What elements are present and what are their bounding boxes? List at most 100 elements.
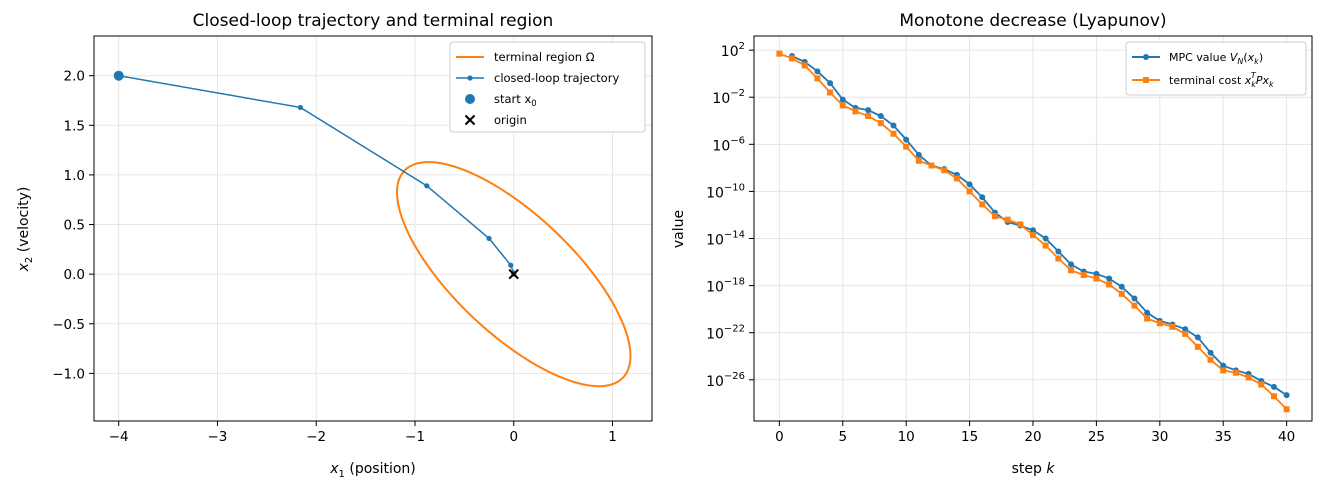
series-0-point [1030,227,1036,234]
series-1-point [1182,330,1189,337]
series-0-point [1144,309,1151,316]
series-1-point [1283,406,1290,413]
x-tick-label: 0 [775,429,784,445]
series-0-point [1068,261,1075,268]
x-tick-label: 0 [509,429,518,445]
axis-ticks: −4 −3 −2 −1 0 1 −1.0 −0.5 0.0 0.5 1.0 1.5 2.0 [52,69,617,445]
y-tick-label: 102 [721,41,745,60]
legend-marker-mpc [1143,54,1149,60]
origin-marker [508,268,519,280]
series-1-point [776,50,783,57]
origin-marker-stroke [508,268,519,280]
series-1-point [814,75,821,82]
series-0-point [1220,362,1227,369]
chart-title: Closed-loop trajectory and terminal regi… [193,11,554,31]
y-tick-label: 10−22 [706,324,745,343]
legend-label-terminal: terminal cost xkTPxk [1169,71,1274,89]
y-tick-label: 0.5 [64,218,85,234]
x-axis-label: x1 (position) [329,461,416,480]
y-tick-label: 2.0 [64,69,85,85]
series-1-point [991,213,998,220]
trajectory-point [424,183,430,189]
series-1-point [1169,323,1176,330]
y-tick-label: 0.0 [64,267,85,283]
series-1-point [827,89,834,96]
series-1-point [1055,255,1062,262]
series-0-point [1093,270,1100,277]
series-1-point [865,113,872,120]
series-1-point [890,130,897,137]
series-0-point [979,194,986,201]
x-tick-label: −4 [109,429,129,445]
legend-label-start: start x0 [494,92,537,109]
plot-frame [753,35,1313,422]
series-0-point [966,181,973,188]
series-1-point [1118,290,1125,297]
series-1-point [839,102,846,109]
series-1-point [1042,242,1049,249]
x-tick-label: 5 [838,429,847,445]
series-1-point [1207,356,1214,363]
series-0-point [1055,248,1062,255]
series-0-point [903,136,910,143]
series-0-point [1106,275,1113,282]
terminal-region-ellipse [396,161,632,388]
series-1-point [915,157,922,164]
series-1-point [1194,343,1201,350]
series-0-point [865,107,872,114]
x-tick-label: 10 [898,429,915,445]
series-1-point [1245,374,1252,381]
series-1-point [789,55,796,62]
plot-frame [93,35,653,422]
series-1-point [1156,320,1163,327]
series-0-point [1270,383,1277,390]
legend: terminal region Ω closed-loop trajectory… [449,41,646,133]
series-1-point [941,167,948,174]
series-1-point [928,162,935,169]
series-1-point [1017,221,1024,228]
legend-marker-terminal [1143,77,1149,83]
trajectory-point [486,235,492,242]
legend-marker-origin [464,114,476,126]
x-tick-label: 20 [1024,429,1041,445]
y-tick-label: 10−26 [706,371,745,390]
series-1-point [1258,381,1265,388]
series-0-point [1182,326,1189,333]
grid [754,36,1312,421]
legend-box [449,41,646,133]
y-tick-label: −0.5 [52,317,85,333]
legend: MPC value VN(xk) terminal cost xkTPxk [1125,41,1307,96]
legend-marker-start [465,94,475,104]
series-1-point [966,188,973,195]
series-1-point [953,175,960,182]
series-0-point [1194,334,1201,341]
legend-label-origin: origin [494,113,527,127]
lyapunov-chart: Monotone decrease (Lyapunov) 0 5 10 15 20 25 3… [671,11,1313,477]
series-0-point [827,80,834,87]
series-1-point [1232,369,1239,376]
plot-marks [113,70,632,388]
y-axis-label: value [671,210,687,248]
series-0-point [814,68,821,75]
series-1-point [1106,281,1113,288]
y-tick-label: −1.0 [52,366,85,382]
series-1-point [1080,272,1087,279]
legend-label-mpc: MPC value VN(xk) [1169,51,1263,66]
series-1-point [852,108,859,115]
y-tick-label: 10−18 [706,277,745,296]
series-1-point [1144,315,1151,322]
x-tick-label: 40 [1278,429,1295,445]
legend-box [1125,41,1307,96]
y-tick-label: 1.5 [64,118,85,134]
series-1-point [801,62,808,69]
x-tick-label: 1 [608,429,617,445]
trajectory-point [508,262,514,268]
y-tick-label: 1.0 [64,168,85,184]
series-line-0 [791,55,1288,396]
chart-title: Monotone decrease (Lyapunov) [899,11,1166,31]
y-axis-label: x2 (velocity) [16,187,35,273]
x-tick-label: 30 [1151,429,1168,445]
x-tick-label: −2 [306,429,326,445]
start-point [113,70,124,81]
